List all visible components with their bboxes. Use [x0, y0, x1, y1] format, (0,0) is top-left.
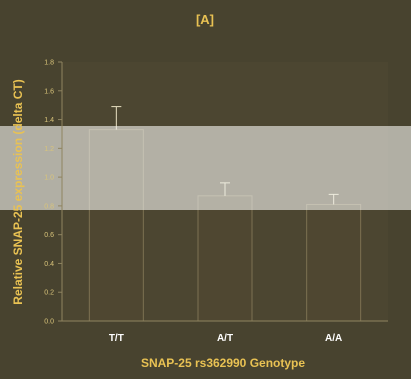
y-axis-title: Relative SNAP-25 expression (delta CT): [11, 79, 25, 304]
chart-title: [A]: [196, 12, 214, 27]
x-axis-title: SNAP-25 rs362990 Genotype: [141, 356, 305, 370]
y-ticks-layer: 0.0 0.2 0.4 0.6 0.8 1.0 1.2 1.4 1.6 1.8: [44, 60, 62, 326]
bar-at: [197, 195, 253, 322]
y-tick-label: 1.0: [44, 175, 54, 182]
y-tick-label: 1.8: [44, 60, 54, 67]
x-tick-label: A/T: [217, 333, 233, 344]
bar-aa: [306, 203, 362, 322]
x-tick-label: A/A: [325, 333, 342, 344]
y-tick-label: 0.0: [44, 319, 54, 326]
x-tick-label: T/T: [109, 333, 124, 344]
y-tick-label: 1.6: [44, 88, 54, 95]
x-labels-layer: T/T A/T A/A: [109, 333, 342, 344]
y-tick-label: 0.8: [44, 203, 54, 210]
y-tick-label: 1.4: [44, 117, 54, 124]
y-tick-label: 0.2: [44, 290, 54, 297]
y-tick-label: 0.6: [44, 232, 54, 239]
highlight-band: [0, 126, 411, 210]
y-tick-label: 1.2: [44, 146, 54, 153]
y-tick-label: 0.4: [44, 261, 54, 268]
